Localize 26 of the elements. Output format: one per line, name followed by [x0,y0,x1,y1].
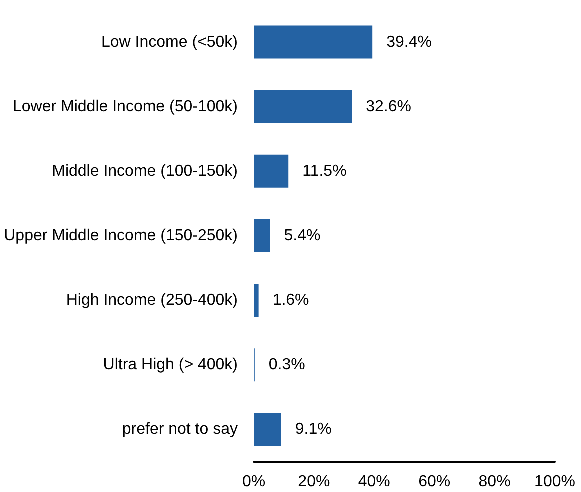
data-label: 5.4% [284,228,321,244]
y-tick-label: Lower Middle Income (50-100k) [13,98,238,116]
y-tick-label: Middle Income (100-150k) [52,162,238,180]
data-label: 32.6% [366,98,412,116]
x-tick-label: 40% [358,474,390,490]
data-label: 0.3% [268,356,306,374]
y-tick-label: Upper Middle Income (150-250k) [4,228,238,244]
data-label: 11.5% [302,162,347,180]
y-tick-label: Ultra High (> 400k) [103,356,238,374]
data-label: 1.6% [272,292,310,310]
bar [254,284,259,318]
bar [254,26,373,59]
y-tick-label: prefer not to say [122,421,238,438]
x-tick-label: 20% [298,474,330,490]
bar [254,413,282,446]
bar [254,154,289,188]
bar [254,220,270,252]
x-tick-label: 80% [478,474,511,490]
data-label: 39.4% [386,34,432,51]
y-tick-label: High Income (250-400k) [66,292,238,310]
x-tick-label: 60% [418,474,451,490]
data-label: 9.1% [295,421,332,438]
bar [254,90,352,124]
y-tick-label: Low Income (<50k) [101,34,238,51]
x-tick-label: 100% [534,474,576,490]
x-tick-label: 0% [242,474,266,490]
